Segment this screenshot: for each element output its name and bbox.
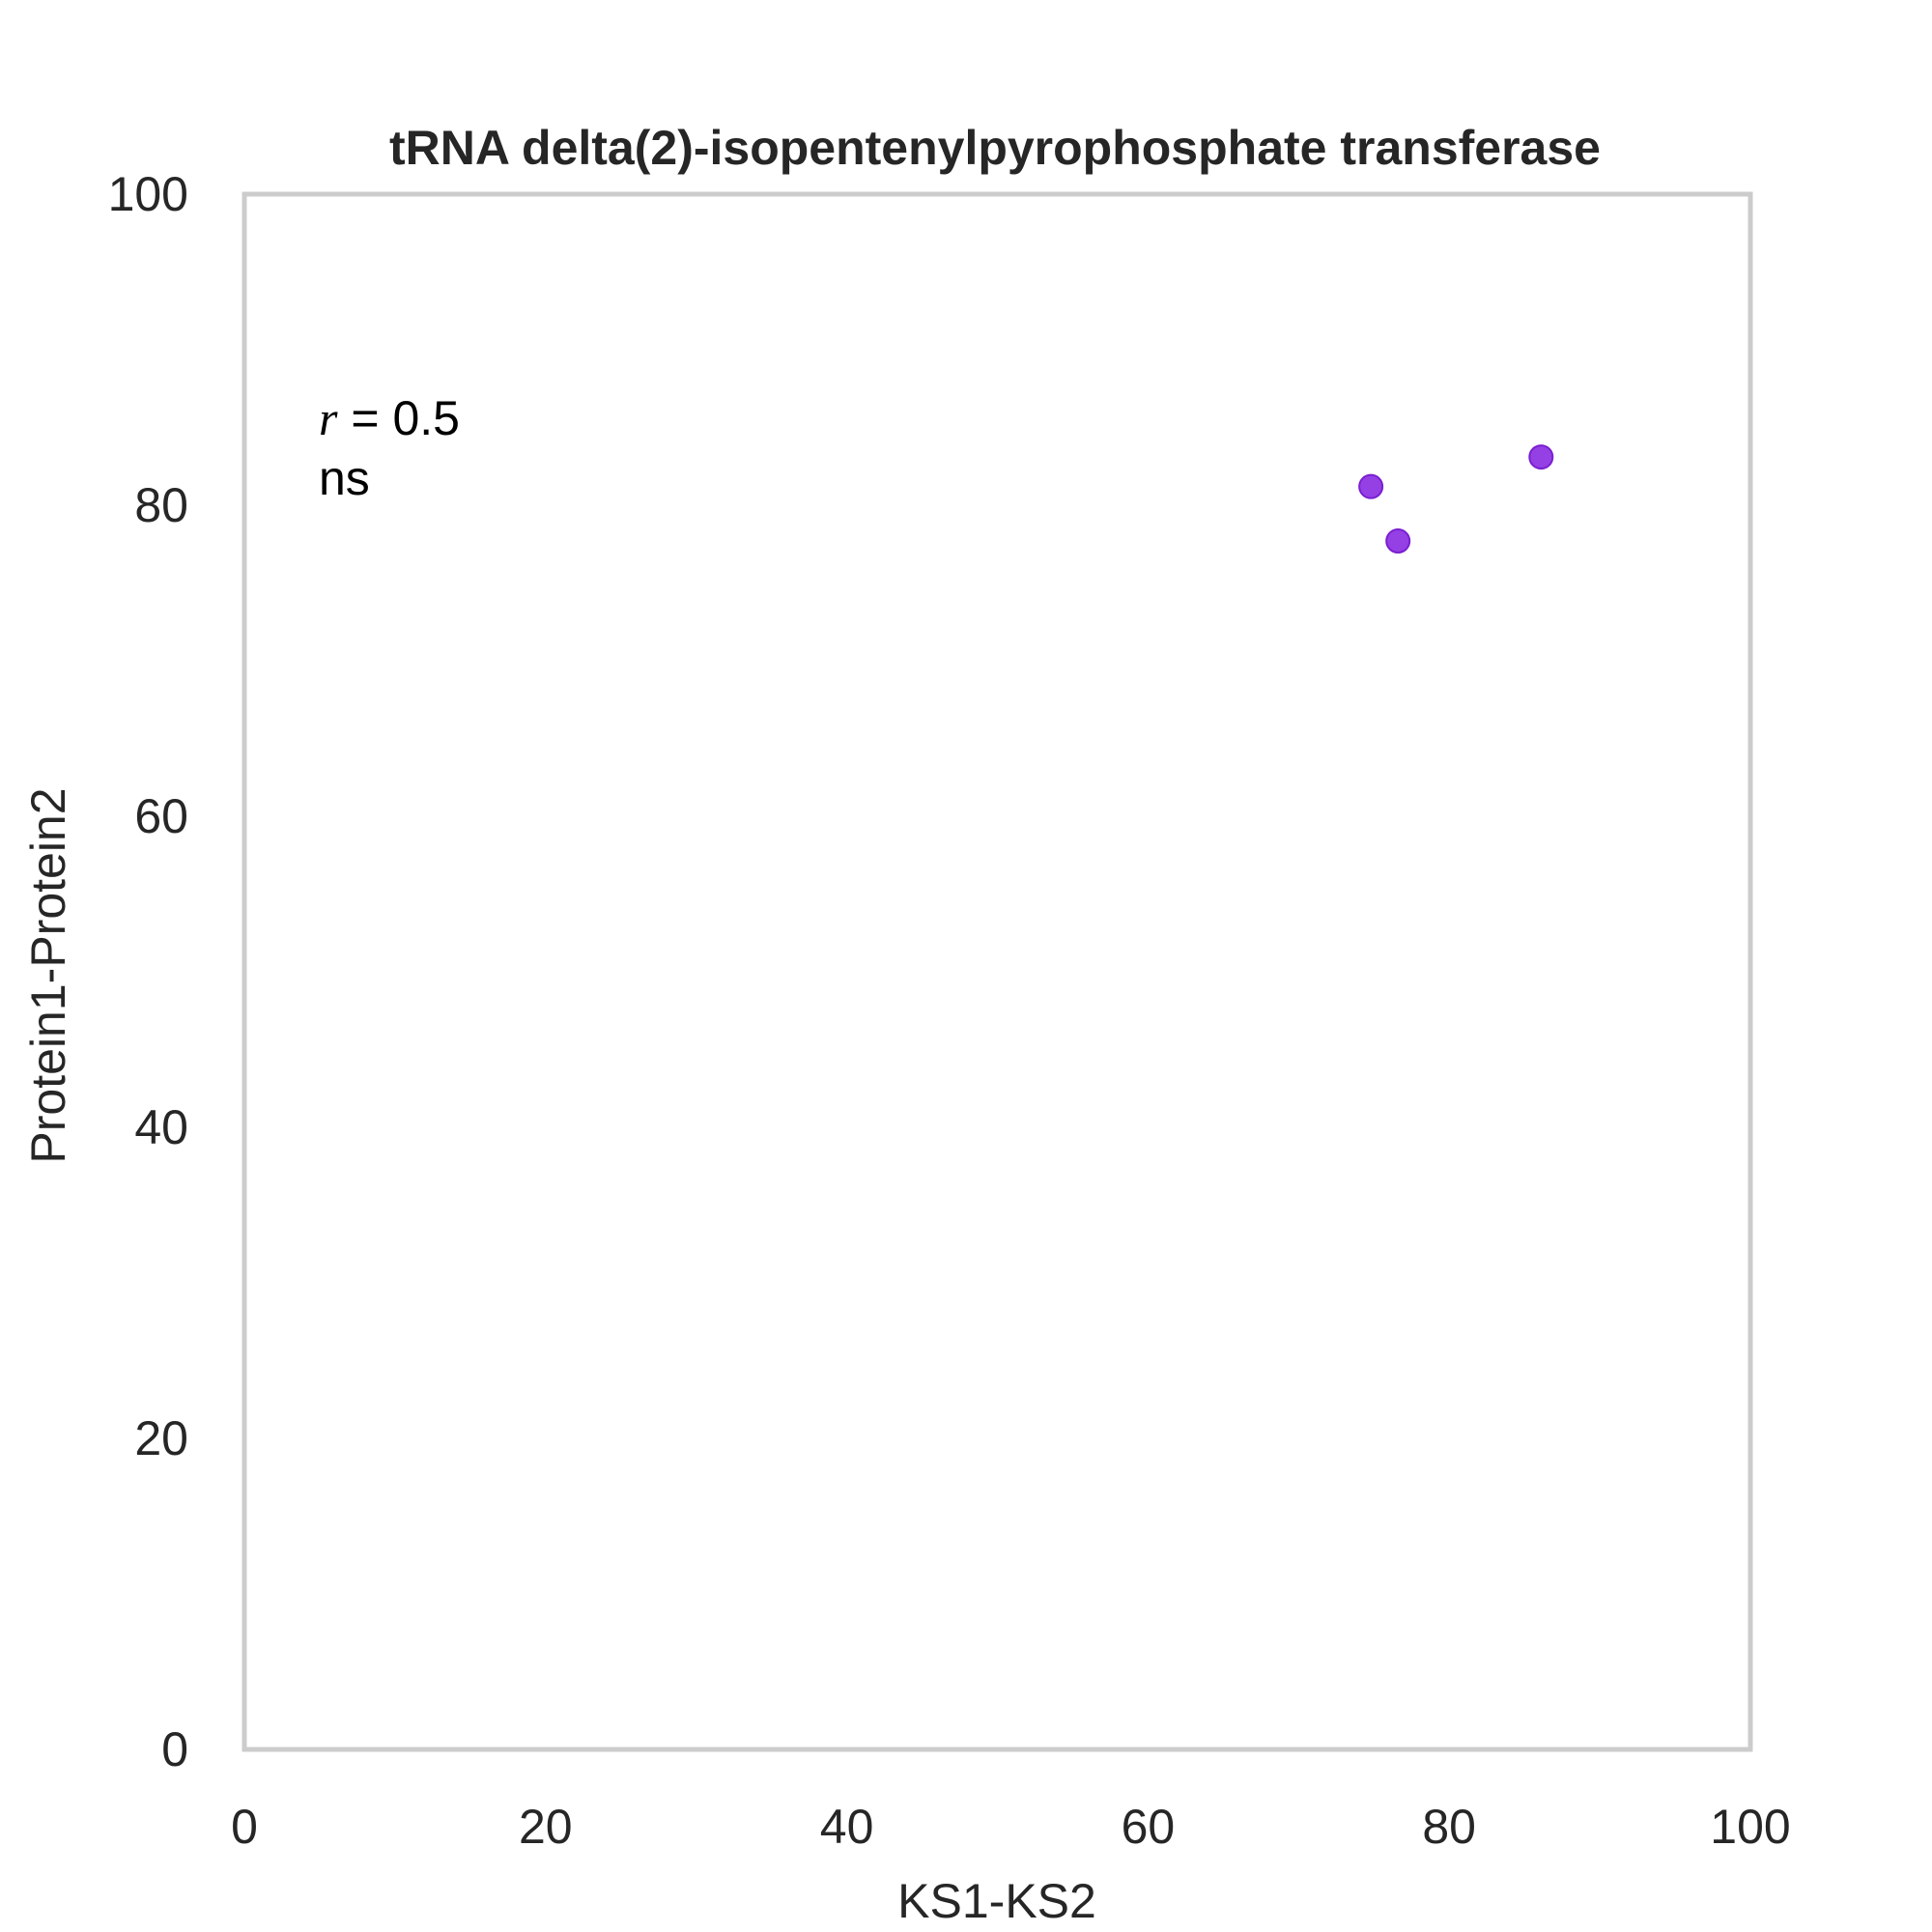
x-tick-label: 0 [231, 1800, 258, 1854]
scatter-point [1358, 473, 1384, 499]
plot-frame [242, 191, 1753, 1752]
x-axis-ticks: 0 20 40 60 80 100 [231, 1800, 1791, 1854]
r-value: = 0.5 [337, 391, 460, 445]
data-points [1358, 444, 1554, 554]
y-tick-label: 0 [161, 1722, 188, 1776]
y-axis-title: Protein1-Protein2 [21, 787, 75, 1163]
scatter-point [1385, 528, 1411, 554]
y-tick-label: 60 [134, 789, 188, 843]
y-axis-ticks: 0 20 40 60 80 100 [108, 167, 188, 1776]
x-tick-label: 80 [1422, 1800, 1476, 1854]
x-tick-label: 20 [519, 1800, 573, 1854]
x-tick-label: 100 [1710, 1800, 1790, 1854]
y-tick-label: 20 [134, 1411, 188, 1465]
x-tick-label: 40 [820, 1800, 874, 1854]
x-tick-label: 60 [1122, 1800, 1176, 1854]
correlation-annotation: r = 0.5 [319, 391, 460, 445]
significance-label: ns [319, 451, 370, 505]
chart-title: tRNA delta(2)-isopentenylpyrophosphate t… [389, 121, 1601, 175]
x-axis-title: KS1-KS2 [897, 1874, 1096, 1928]
y-tick-label: 40 [134, 1100, 188, 1154]
scatter-point [1528, 444, 1554, 470]
y-tick-label: 80 [134, 478, 188, 532]
y-tick-label: 100 [108, 167, 188, 221]
r-symbol: r [319, 391, 338, 445]
